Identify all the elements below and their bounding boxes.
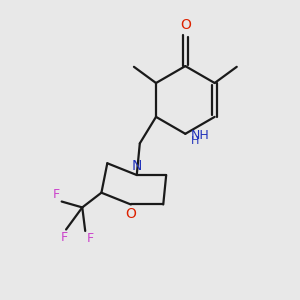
Text: N: N bbox=[132, 159, 142, 173]
Text: NH: NH bbox=[190, 129, 209, 142]
Text: F: F bbox=[87, 232, 94, 245]
Text: H: H bbox=[190, 136, 199, 146]
Text: O: O bbox=[125, 207, 136, 221]
Text: O: O bbox=[180, 18, 191, 32]
Text: F: F bbox=[53, 188, 60, 201]
Text: F: F bbox=[61, 231, 68, 244]
